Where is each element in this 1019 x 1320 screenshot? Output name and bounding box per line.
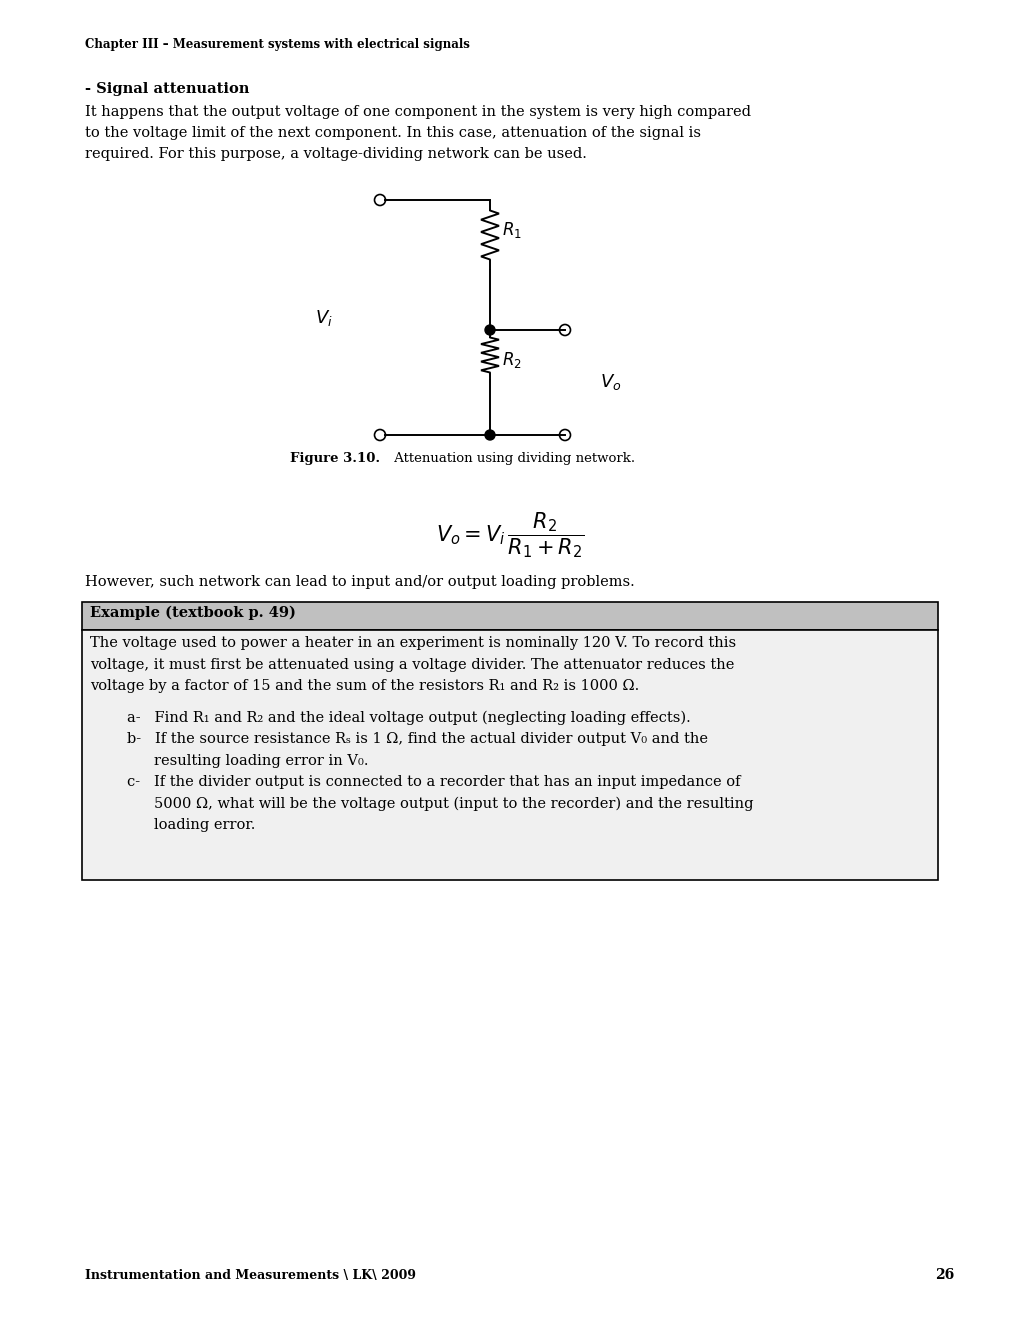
Text: loading error.: loading error.	[154, 818, 255, 832]
Text: resulting loading error in V₀.: resulting loading error in V₀.	[154, 754, 368, 767]
Circle shape	[484, 430, 494, 440]
Text: Chapter III – Measurement systems with electrical signals: Chapter III – Measurement systems with e…	[85, 38, 470, 51]
Text: It happens that the output voltage of one component in the system is very high c: It happens that the output voltage of on…	[85, 106, 750, 119]
Text: $V_o$: $V_o$	[599, 372, 621, 392]
Text: Figure 3.10.: Figure 3.10.	[289, 451, 380, 465]
Text: The voltage used to power a heater in an experiment is nominally 120 V. To recor: The voltage used to power a heater in an…	[90, 636, 736, 649]
Text: However, such network can lead to input and/or output loading problems.: However, such network can lead to input …	[85, 576, 634, 589]
Text: c-   If the divider output is connected to a recorder that has an input impedanc: c- If the divider output is connected to…	[127, 775, 740, 789]
Text: a-   Find R₁ and R₂ and the ideal voltage output (neglecting loading effects).: a- Find R₁ and R₂ and the ideal voltage …	[127, 710, 690, 725]
Bar	[82, 630, 937, 880]
Text: $V_o = V_i \, \dfrac{R_2}{R_1 + R_2}$: $V_o = V_i \, \dfrac{R_2}{R_1 + R_2}$	[435, 510, 584, 560]
Circle shape	[484, 325, 494, 335]
Text: 26: 26	[934, 1269, 954, 1282]
Text: required. For this purpose, a voltage-dividing network can be used.: required. For this purpose, a voltage-di…	[85, 147, 586, 161]
Text: voltage, it must first be attenuated using a voltage divider. The attenuator red: voltage, it must first be attenuated usi…	[90, 657, 734, 672]
Text: $R_2$: $R_2$	[501, 350, 522, 370]
Text: voltage by a factor of 15 and the sum of the resistors R₁ and R₂ is 1000 Ω.: voltage by a factor of 15 and the sum of…	[90, 678, 639, 693]
Text: Example (textbook p. 49): Example (textbook p. 49)	[90, 606, 296, 620]
Text: to the voltage limit of the next component. In this case, attenuation of the sig: to the voltage limit of the next compone…	[85, 125, 700, 140]
Text: $V_i$: $V_i$	[315, 308, 332, 327]
Text: Instrumentation and Measurements \ LK\ 2009: Instrumentation and Measurements \ LK\ 2…	[85, 1269, 416, 1282]
Text: - Signal attenuation: - Signal attenuation	[85, 82, 249, 96]
Bar	[82, 602, 937, 630]
Text: b-   If the source resistance Rₛ is 1 Ω, find the actual divider output V₀ and t: b- If the source resistance Rₛ is 1 Ω, f…	[127, 733, 707, 746]
Text: Attenuation using dividing network.: Attenuation using dividing network.	[389, 451, 635, 465]
Text: $R_1$: $R_1$	[501, 220, 522, 240]
Text: 5000 Ω, what will be the voltage output (input to the recorder) and the resultin: 5000 Ω, what will be the voltage output …	[154, 796, 753, 810]
